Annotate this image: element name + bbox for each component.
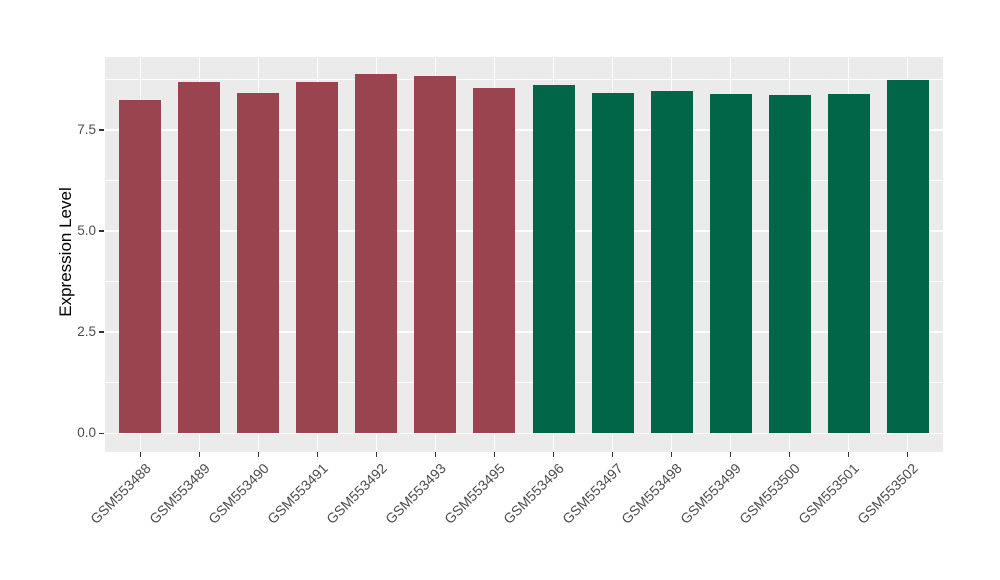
- y-tick-mark: [99, 230, 104, 232]
- bar-GSM553496: [532, 84, 575, 434]
- y-gridline-major: [105, 432, 943, 435]
- x-tick-mark: [375, 452, 378, 457]
- bar-GSM553488: [119, 99, 162, 434]
- x-tick-mark: [434, 452, 437, 457]
- x-tick-mark: [493, 452, 496, 457]
- x-tick-mark: [788, 452, 791, 457]
- y-gridline-major: [105, 331, 943, 333]
- bar-GSM553501: [827, 93, 870, 434]
- y-gridline-minor: [105, 78, 943, 80]
- y-tick-label: 2.5: [77, 324, 96, 340]
- x-tick-label: GSM553491: [263, 460, 331, 527]
- bar-GSM553498: [650, 91, 693, 434]
- y-tick-label: 0.0: [77, 425, 96, 441]
- y-gridline-major: [105, 129, 943, 131]
- x-tick-mark: [729, 452, 732, 457]
- y-gridline-minor: [105, 382, 943, 384]
- bar-GSM553492: [355, 74, 398, 434]
- y-gridline-minor: [105, 179, 943, 181]
- bar-GSM553493: [414, 76, 457, 434]
- x-tick-mark: [316, 452, 319, 457]
- x-tick-label: GSM553492: [322, 460, 390, 527]
- x-tick-mark: [847, 452, 850, 457]
- x-tick-mark: [611, 452, 614, 457]
- x-tick-label: GSM553495: [440, 460, 508, 527]
- x-tick-label: GSM553498: [617, 460, 685, 527]
- bar-GSM553497: [591, 93, 634, 434]
- x-tick-label: GSM553499: [676, 460, 744, 527]
- y-tick-mark: [99, 331, 104, 333]
- x-tick-label: GSM553493: [381, 460, 449, 527]
- y-tick-mark: [99, 129, 104, 131]
- x-tick-mark: [257, 452, 260, 457]
- x-tick-label: GSM553497: [558, 460, 626, 527]
- x-tick-mark: [198, 452, 201, 457]
- x-tick-label: GSM553488: [86, 460, 154, 527]
- y-axis-title: Expression Level: [56, 187, 75, 317]
- plot-panel: [105, 57, 943, 452]
- y-tick-label: 5.0: [77, 223, 96, 239]
- bar-GSM553502: [886, 79, 929, 434]
- x-tick-label: GSM553500: [735, 460, 803, 527]
- x-tick-label: GSM553489: [145, 460, 213, 527]
- y-gridline-minor: [105, 281, 943, 283]
- bar-GSM553495: [473, 88, 516, 434]
- bar-GSM553499: [709, 93, 752, 434]
- x-tick-mark: [139, 452, 142, 457]
- bar-GSM553500: [768, 95, 811, 434]
- bar-GSM553490: [237, 93, 280, 434]
- x-tick-mark: [552, 452, 555, 457]
- y-tick-label: 7.5: [77, 121, 96, 137]
- x-tick-label: GSM553502: [853, 460, 921, 527]
- x-tick-mark: [670, 452, 673, 457]
- bar-GSM553489: [178, 82, 221, 434]
- x-tick-label: GSM553496: [499, 460, 567, 527]
- bar-GSM553491: [296, 82, 339, 434]
- y-tick-mark: [99, 432, 104, 435]
- y-gridline-major: [105, 230, 943, 232]
- x-tick-label: GSM553490: [204, 460, 272, 527]
- x-tick-label: GSM553501: [794, 460, 862, 527]
- x-tick-mark: [906, 452, 909, 457]
